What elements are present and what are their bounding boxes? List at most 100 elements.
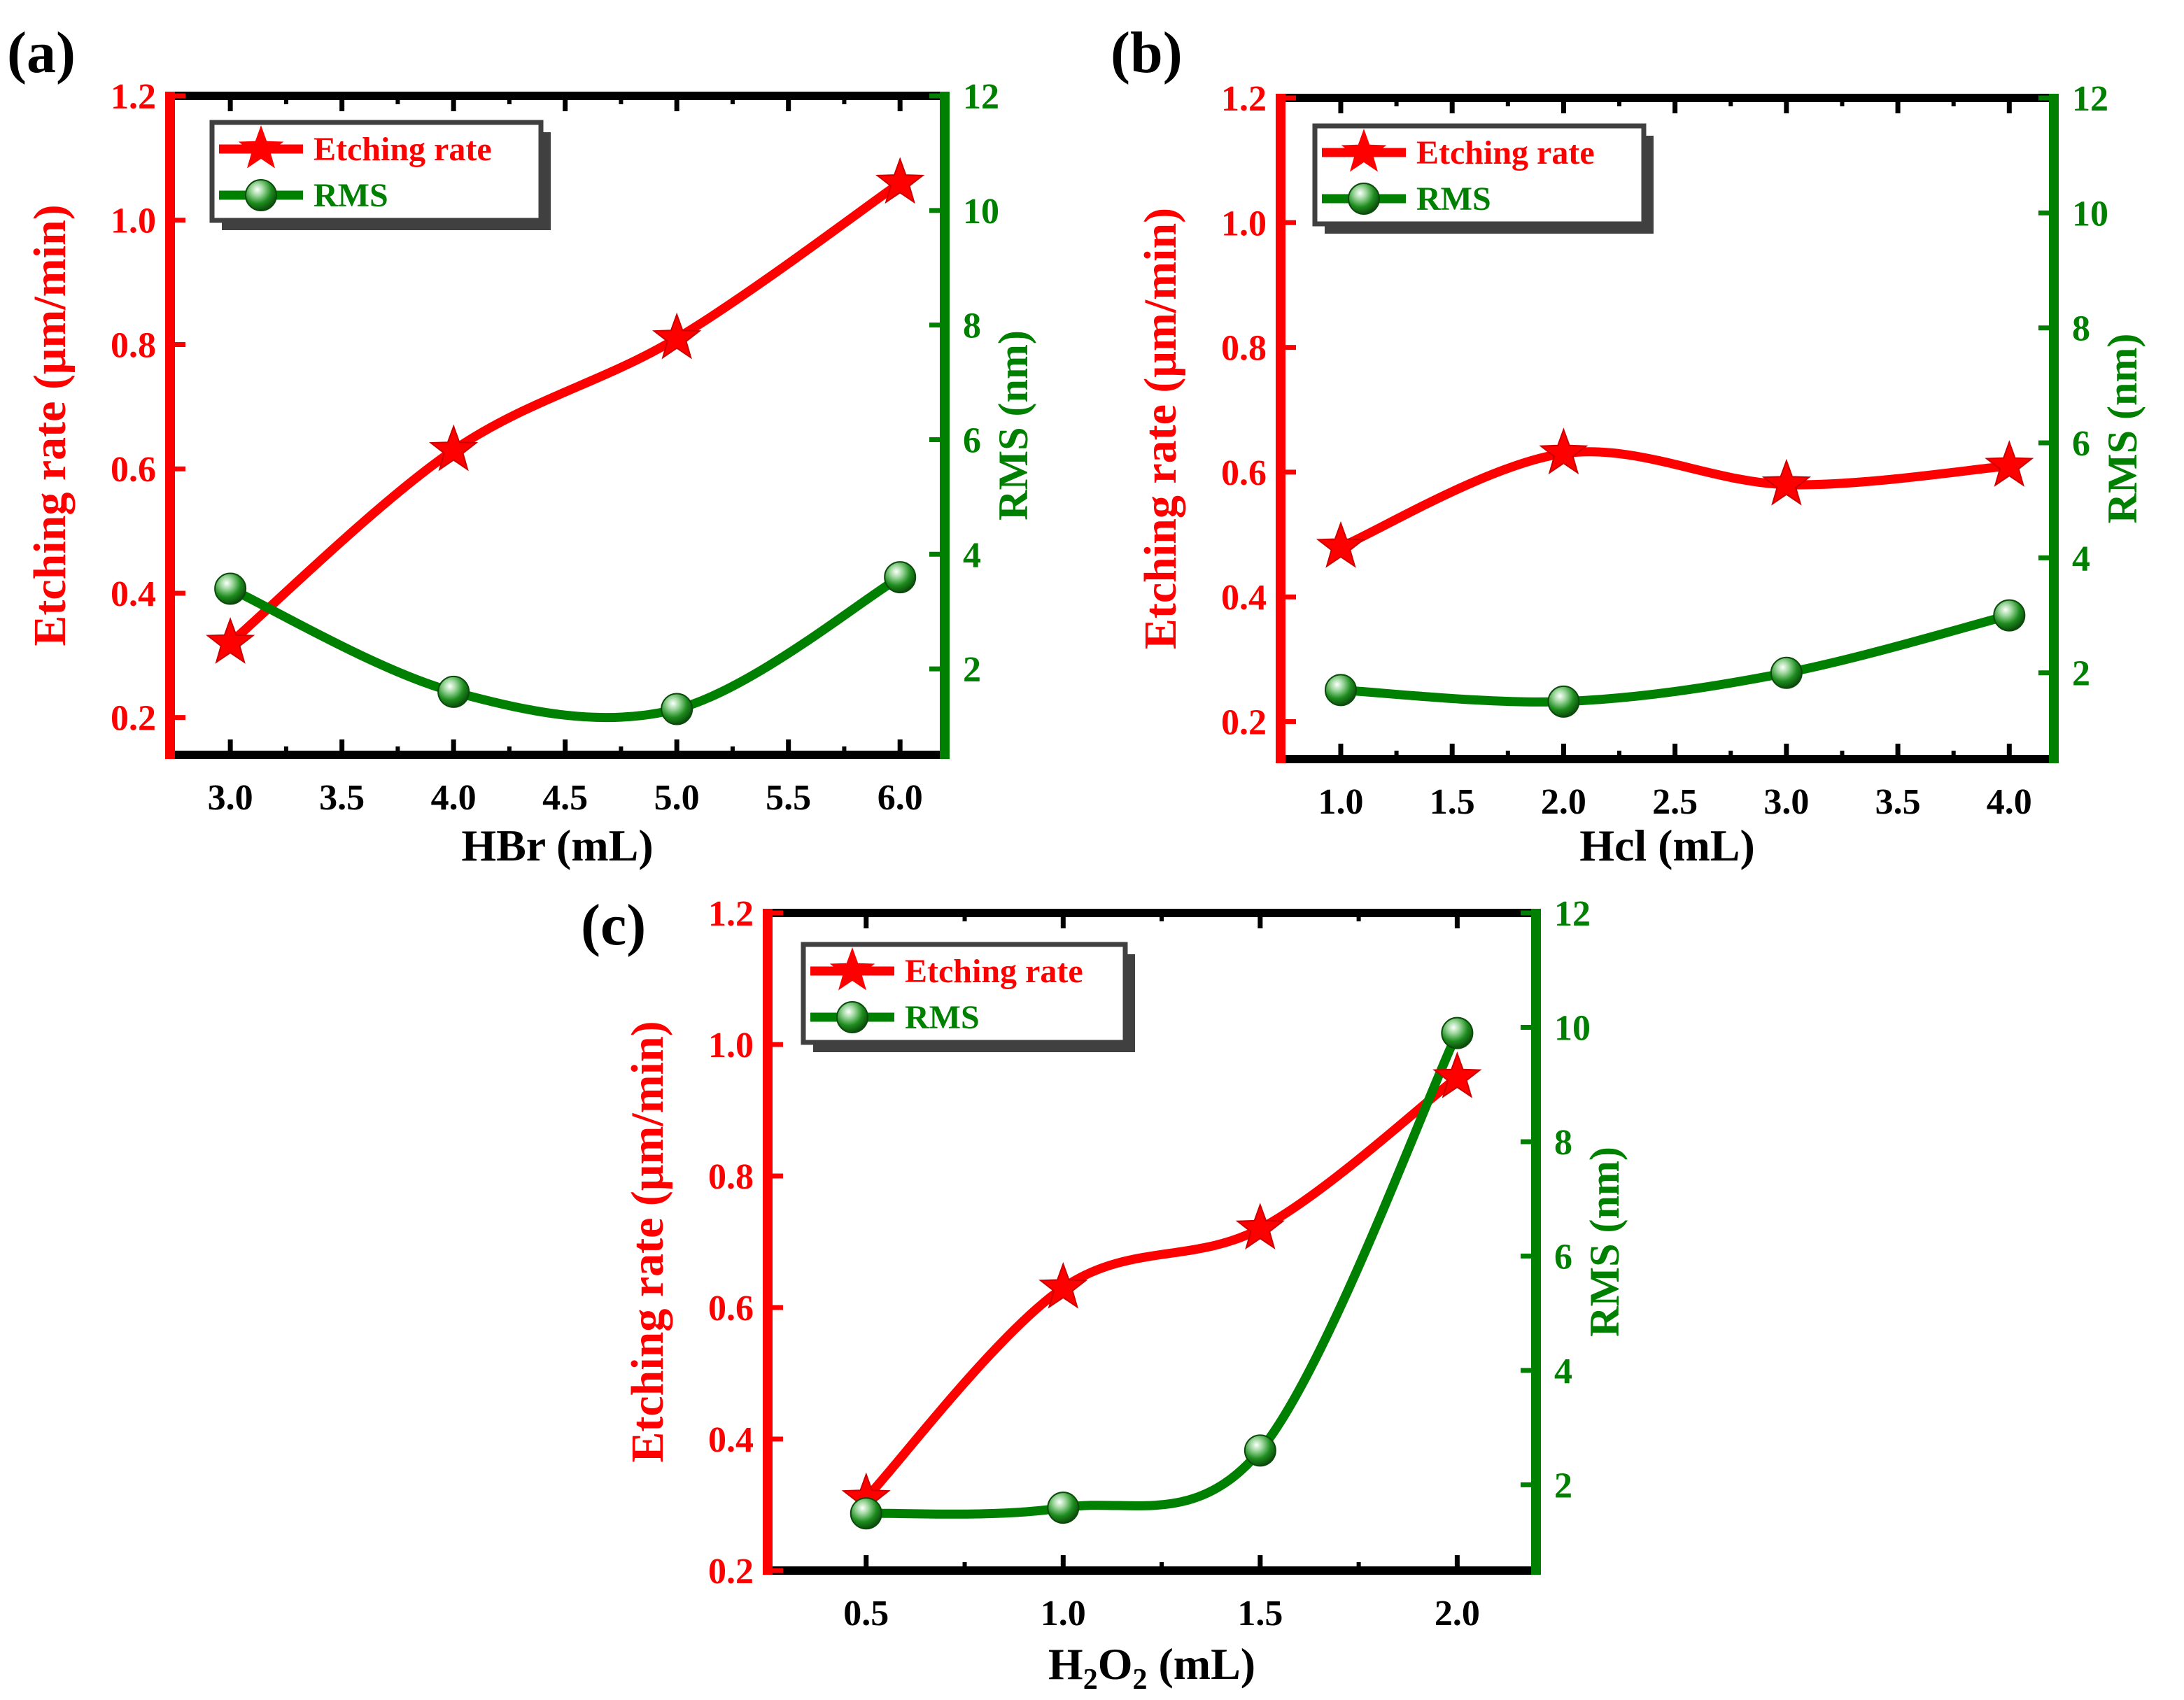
y-right-tick-label: 2 [963,650,981,690]
x-tick-label: 3.0 [1763,782,1809,822]
x-tick-label: 1.0 [1318,782,1363,822]
y-right-tick-label: 12 [1554,894,1591,934]
chart-panel-1: 3.0 3.5 4.0 4.5 5.0 5.5 6.0 0.2 0.4 0.6 0.8 1.0 1.2 2… [7,20,1036,870]
y-right-tick-label: 4 [2072,539,2090,579]
panel-label: (c) [581,893,646,958]
legend-rms-label: RMS [313,177,388,214]
y-left-axis-title: Etching rate (μm/min) [1135,208,1186,649]
y-left-tick-label: 1.2 [708,894,754,934]
rms-point [1547,685,1580,718]
etching-rate-point [1235,1203,1285,1250]
y-left-tick-label: 0.6 [708,1289,754,1329]
etching-rate-point [1432,1051,1482,1098]
etching-rate-line [1336,447,2014,552]
etching-rate-point [1038,1261,1088,1309]
rms-point [1244,1434,1276,1467]
rms-point [884,561,917,594]
legend-rms-sphere [836,1001,868,1033]
x-tick-label: 4.5 [542,778,588,818]
y-left-tick-label: 0.6 [111,450,156,490]
y-left-tick-label: 0.8 [111,325,156,365]
rms-point [1993,599,2026,632]
x-tick-label: 2.0 [1541,782,1586,822]
etching-rate-point [429,424,479,472]
legend-etching-label: Etching rate [1416,134,1595,171]
legend-etching-star [1341,129,1387,172]
chart-panel-2: 1.0 1.5 2.0 2.5 3.0 3.5 4.0 0.2 0.4 0.6 0.8 1.0 1.2 2… [1111,20,2146,870]
rms-point [437,675,470,708]
y-left-tick-label: 0.8 [1221,329,1267,369]
y-right-tick-label: 2 [1554,1466,1572,1506]
y-right-tick-label: 4 [1554,1352,1572,1391]
legend-etching-label: Etching rate [905,953,1083,990]
x-tick-label: 0.5 [843,1594,889,1634]
legend-etching-label: Etching rate [313,131,492,168]
y-right-tick-label: 6 [963,420,981,460]
legend: Etching rate RMS [1312,123,1654,234]
rms-point [1441,1017,1474,1049]
y-left-tick-label: 0.2 [708,1552,754,1592]
rms-point [214,572,247,605]
y-right-tick-label: 8 [2072,309,2090,349]
x-axis-title: HBr (mL) [461,821,653,870]
x-tick-label: 4.0 [1987,782,2032,822]
y-left-tick-label: 0.4 [111,574,156,614]
y-left-tick-label: 1.0 [708,1026,754,1065]
etching-rate-point [651,312,702,360]
x-tick-label: 1.0 [1041,1594,1086,1634]
rms-line [1336,611,2014,707]
panel-label: (b) [1111,20,1183,85]
y-left-tick-label: 1.0 [1221,204,1267,243]
legend-etching-star [829,947,875,991]
rms-point [850,1497,882,1530]
legend-rms-sphere [1348,183,1380,215]
y-right-tick-label: 8 [1554,1123,1572,1163]
etching-rate-point [206,617,255,664]
y-left-tick-label: 1.2 [111,77,156,117]
y-right-tick-label: 6 [1554,1237,1572,1277]
y-left-tick-label: 0.4 [1221,578,1267,618]
etching-rate-line [861,1072,1462,1503]
y-left-axis-title: Etching rate (μm/min) [24,204,76,646]
y-right-tick-label: 8 [963,306,981,346]
y-right-tick-label: 6 [2072,424,2090,464]
etching-rate-point [1316,520,1366,568]
etching-rate-point [1761,458,1811,506]
rms-point [1770,656,1803,689]
legend-etching-star [238,125,284,169]
x-tick-label: 5.0 [654,778,700,818]
x-tick-label: 3.5 [319,778,365,818]
y-left-tick-label: 0.6 [1221,453,1267,493]
etching-rate-point [1985,440,2034,487]
y-right-axis-title: RMS (nm) [990,330,1036,520]
legend-rms-label: RMS [905,999,980,1036]
chart-panel-3: 0.5 1.0 1.5 2.0 0.2 0.4 0.6 0.8 1.0 1.2 2 4 6 8 10 12 Et… [581,893,1628,1696]
y-left-tick-label: 0.8 [708,1157,754,1197]
panel-label: (a) [7,20,76,85]
x-tick-label: 2.5 [1652,782,1698,822]
y-right-axis-title: RMS (nm) [2099,334,2146,524]
etching-rate-point [1539,427,1588,475]
y-right-tick-label: 12 [963,77,999,117]
x-tick-label: 4.0 [431,778,477,818]
y-right-tick-label: 10 [2072,194,2108,234]
legend-rms-sphere [245,179,277,211]
y-left-tick-label: 1.2 [1221,79,1267,119]
y-left-tick-label: 0.4 [708,1420,754,1460]
y-left-tick-label: 1.0 [111,201,156,241]
x-tick-label: 2.0 [1435,1594,1480,1634]
rms-line [861,1028,1462,1519]
y-right-tick-label: 10 [1554,1008,1591,1048]
y-left-axis-title: Etching rate (μm/min) [622,1021,673,1462]
y-right-tick-label: 12 [2072,79,2108,119]
x-tick-label: 1.5 [1237,1594,1283,1634]
y-left-tick-label: 0.2 [111,699,156,739]
x-tick-label: 3.5 [1875,782,1921,822]
rms-point [1324,674,1357,707]
x-axis-title: Hcl (mL) [1579,821,1755,870]
y-right-axis-title: RMS (nm) [1581,1147,1628,1337]
rms-point [1047,1492,1080,1524]
y-right-tick-label: 4 [963,535,981,575]
legend-rms-label: RMS [1416,180,1491,218]
